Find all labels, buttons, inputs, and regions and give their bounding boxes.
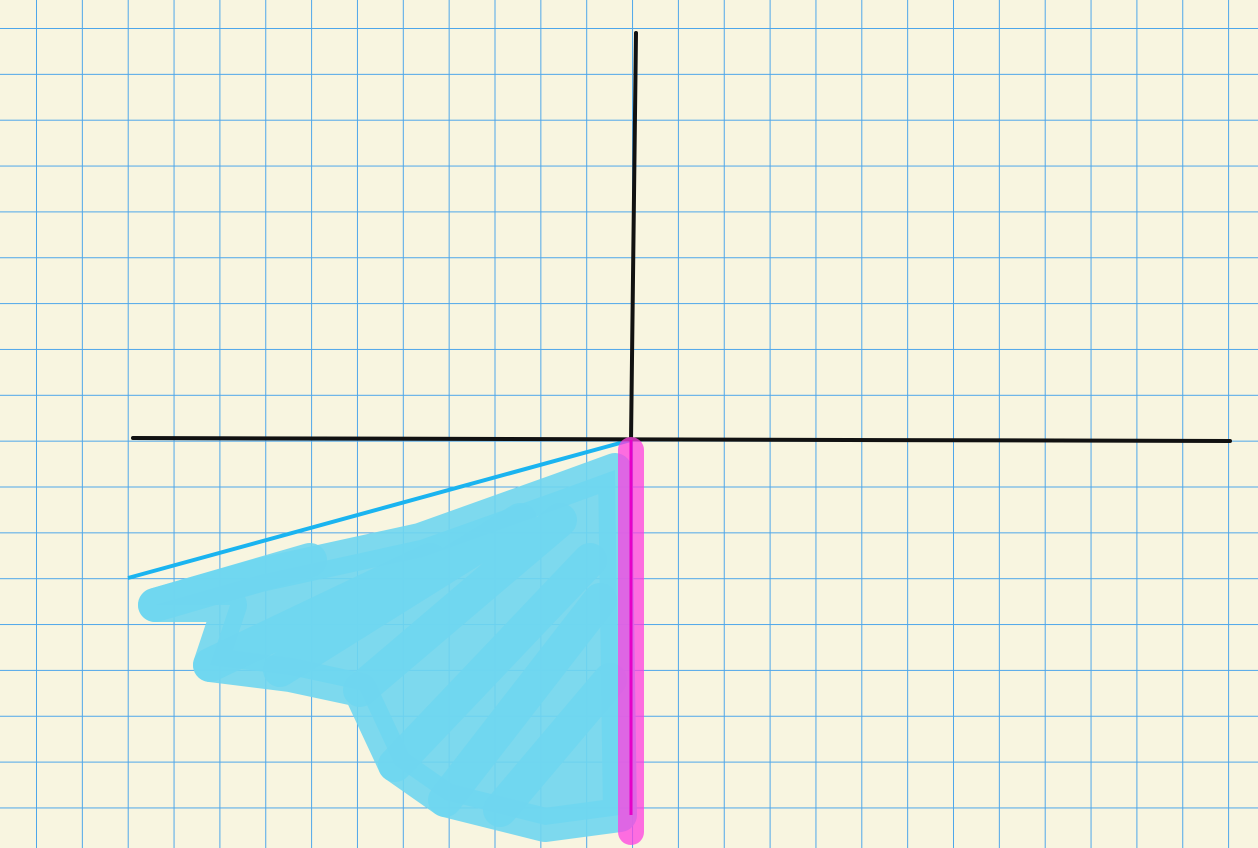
cyan-scribble bbox=[138, 453, 637, 842]
horizontal-axis bbox=[131, 436, 1232, 443]
vertical-axis bbox=[629, 31, 638, 442]
blue-line bbox=[127, 438, 632, 580]
axes bbox=[131, 31, 1232, 443]
